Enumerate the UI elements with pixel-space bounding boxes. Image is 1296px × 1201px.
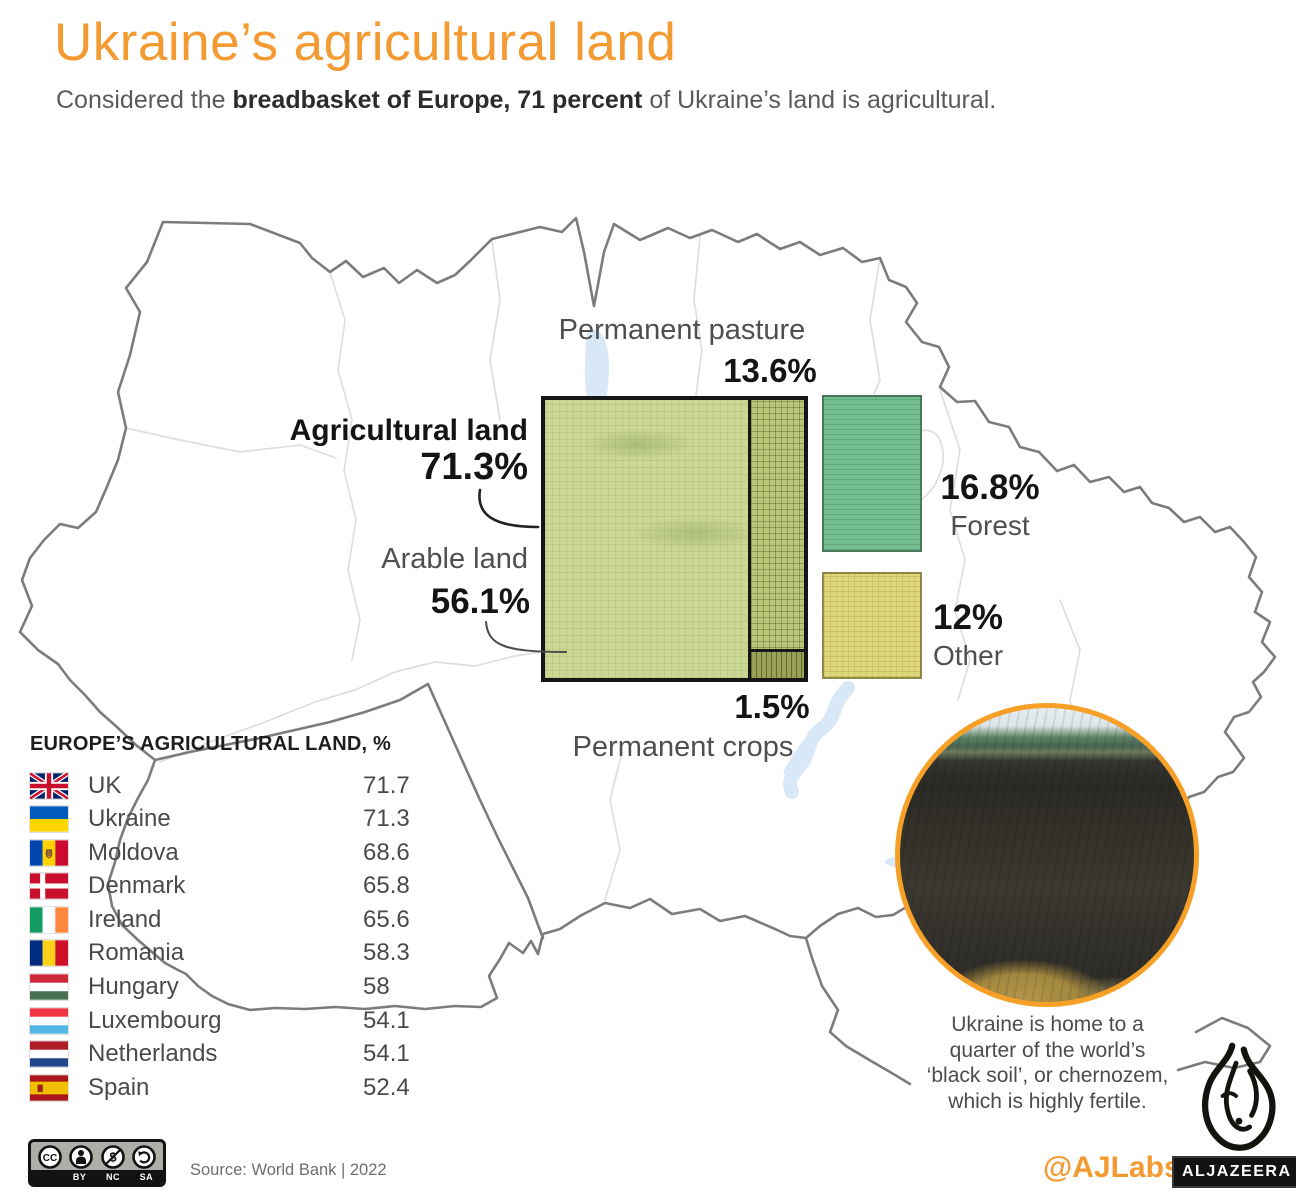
aljazeera-wordmark: ALJAZEERA bbox=[1172, 1156, 1296, 1188]
crops-value: 1.5% bbox=[734, 688, 810, 725]
table-row: Ukraine 71.3 bbox=[29, 805, 470, 834]
flag-spain-icon bbox=[29, 1073, 69, 1102]
country-name: Hungary bbox=[88, 973, 179, 1001]
subtitle-suffix: of Ukraine’s land is agricultural. bbox=[642, 86, 997, 114]
other-value: 12% bbox=[933, 598, 1004, 637]
country-value: 68.6 bbox=[363, 838, 410, 866]
permanent-crops-block bbox=[751, 649, 804, 678]
country-value: 71.3 bbox=[363, 805, 410, 833]
permanent-pasture-strip bbox=[748, 400, 804, 678]
cc-sa-icon bbox=[132, 1144, 157, 1169]
table-row: UK 71.7 bbox=[29, 771, 470, 800]
aljazeera-flame-logo bbox=[1201, 1042, 1276, 1151]
flag-ukraine-icon bbox=[29, 805, 69, 834]
arable-label: Arable land bbox=[381, 543, 528, 575]
agricultural-label-block: Agricultural land 71.3% bbox=[260, 414, 528, 489]
other-label-block: 12% Other bbox=[933, 598, 1043, 671]
cc-nc-icon: $ bbox=[100, 1144, 125, 1169]
country-name: Luxembourg bbox=[88, 1006, 222, 1034]
country-name: Moldova bbox=[88, 838, 179, 866]
agricultural-land-square bbox=[541, 396, 808, 682]
flag-moldova-icon bbox=[29, 838, 69, 867]
caption-line: Ukraine is home to a bbox=[951, 1013, 1144, 1036]
flag-romania-icon bbox=[29, 939, 69, 968]
flag-ireland-icon bbox=[29, 905, 69, 934]
table-row: Ireland 65.6 bbox=[29, 905, 470, 934]
svg-text:CC: CC bbox=[43, 1153, 57, 1164]
country-value: 65.6 bbox=[363, 905, 410, 933]
table-row: Denmark 65.8 bbox=[29, 872, 470, 901]
country-name: Denmark bbox=[88, 872, 186, 900]
table-row: Netherlands 54.1 bbox=[29, 1040, 470, 1069]
country-value: 54.1 bbox=[363, 1040, 410, 1068]
cc-strip: BY NC SA bbox=[31, 1170, 163, 1184]
flag-uk-icon bbox=[29, 771, 69, 800]
pasture-value: 13.6% bbox=[723, 352, 817, 389]
country-value: 71.7 bbox=[363, 771, 410, 799]
cc-by-icon bbox=[69, 1144, 94, 1169]
table-row: Moldova 68.6 bbox=[29, 838, 470, 867]
country-name: Netherlands bbox=[88, 1040, 218, 1068]
table-row: Luxembourg 54.1 bbox=[29, 1006, 470, 1035]
flag-hungary-icon bbox=[29, 973, 69, 1002]
forest-label-block: 16.8% Forest bbox=[926, 468, 1054, 541]
arable-value: 56.1% bbox=[430, 582, 530, 621]
pasture-label: Permanent pasture bbox=[558, 314, 806, 346]
flag-netherlands-icon bbox=[29, 1040, 69, 1069]
source-note: Source: World Bank | 2022 bbox=[190, 1161, 387, 1179]
europe-table: EUROPE’S AGRICULTURAL LAND, % UK 71.7 Uk… bbox=[29, 733, 470, 1108]
agricultural-callout-line bbox=[478, 488, 540, 529]
table-title: EUROPE’S AGRICULTURAL LAND, % bbox=[30, 733, 391, 755]
caption-line: which is highly fertile. bbox=[948, 1089, 1147, 1113]
cc-label-nc: NC bbox=[106, 1172, 120, 1182]
table-row: Hungary 58 bbox=[29, 973, 470, 1002]
subtitle: Considered the breadbasket of Europe, 71… bbox=[56, 86, 996, 115]
country-value: 54.1 bbox=[363, 1006, 410, 1034]
cc-label-by: BY bbox=[72, 1172, 87, 1182]
country-name: UK bbox=[88, 771, 122, 799]
caption-line: quarter of the world’s bbox=[949, 1038, 1146, 1062]
country-value: 58 bbox=[363, 973, 390, 1001]
cc-icons-row: CC $ bbox=[31, 1142, 163, 1170]
cc-label-sa: SA bbox=[139, 1172, 154, 1182]
country-name: Ireland bbox=[88, 905, 162, 933]
country-name: Romania bbox=[88, 939, 185, 967]
forest-label: Forest bbox=[950, 509, 1030, 541]
agricultural-label: Agricultural land bbox=[289, 414, 528, 447]
cc-license-badge: CC $ BY NC SA bbox=[28, 1139, 166, 1187]
flag-luxembourg-icon bbox=[29, 1006, 69, 1035]
page-title: Ukraine’s agricultural land bbox=[54, 13, 677, 72]
photo-caption: Ukraine is home to a quarter of the worl… bbox=[905, 1012, 1190, 1114]
ajlabs-credit: @AJLabs bbox=[1043, 1151, 1181, 1184]
table-row: Romania 58.3 bbox=[29, 939, 470, 968]
agricultural-value: 71.3% bbox=[420, 446, 528, 488]
country-value: 65.8 bbox=[363, 872, 410, 900]
flag-denmark-icon bbox=[29, 872, 69, 901]
country-name: Spain bbox=[88, 1073, 150, 1101]
cc-icon: CC bbox=[37, 1144, 62, 1169]
subtitle-bold: breadbasket of Europe, 71 percent bbox=[232, 86, 643, 114]
other-square bbox=[822, 572, 922, 679]
table-row: Spain 52.4 bbox=[29, 1073, 470, 1102]
chernozem-photo bbox=[895, 703, 1199, 1007]
forest-value: 16.8% bbox=[940, 468, 1040, 507]
crops-label: Permanent crops bbox=[572, 731, 794, 763]
other-label: Other bbox=[933, 639, 1004, 671]
caption-line: ‘black soil’, or chernozem, bbox=[926, 1064, 1169, 1088]
subtitle-prefix: Considered the bbox=[56, 86, 233, 114]
country-value: 58.3 bbox=[363, 939, 410, 967]
forest-square bbox=[822, 395, 922, 552]
country-value: 52.4 bbox=[363, 1073, 410, 1101]
country-name: Ukraine bbox=[88, 805, 171, 833]
